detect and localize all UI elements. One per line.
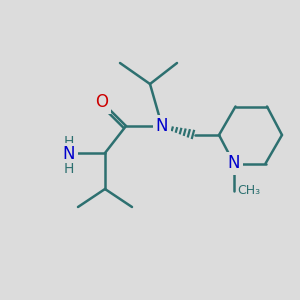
Text: N: N bbox=[156, 117, 168, 135]
Text: CH₃: CH₃ bbox=[238, 184, 261, 197]
Text: H: H bbox=[64, 163, 74, 176]
Text: N: N bbox=[63, 146, 75, 164]
Text: O: O bbox=[95, 93, 109, 111]
Text: H: H bbox=[64, 136, 74, 149]
Text: N: N bbox=[228, 154, 240, 172]
